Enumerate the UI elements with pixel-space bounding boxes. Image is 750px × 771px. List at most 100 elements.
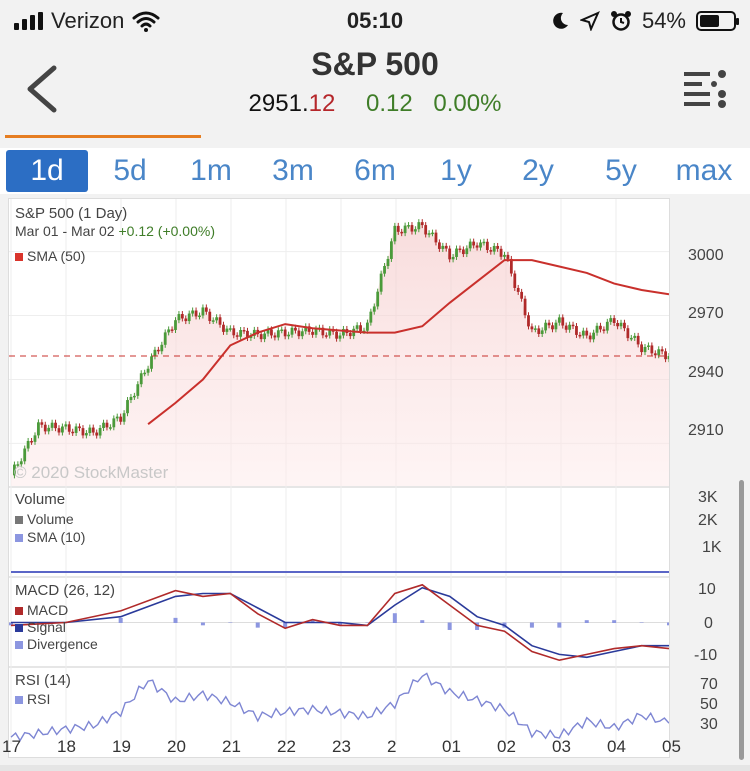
macd-divergence-bar (557, 622, 562, 628)
range-1d[interactable]: 1d (6, 150, 88, 192)
candle (33, 435, 37, 442)
candle (372, 306, 376, 312)
macd-tick-10: 10 (698, 581, 716, 598)
candle (664, 351, 667, 360)
candle (434, 232, 438, 243)
candle (602, 329, 606, 331)
candle (431, 232, 434, 235)
candle (451, 256, 455, 260)
range-5d[interactable]: 5d (113, 154, 147, 187)
battery-icon (696, 11, 739, 31)
candle (136, 384, 140, 396)
volume-label: Volume (27, 511, 74, 527)
menu-list-icon[interactable] (684, 68, 728, 112)
x-tick: 2 (387, 737, 397, 756)
range-max[interactable]: max (675, 154, 733, 187)
candle (290, 327, 294, 335)
candle (465, 248, 469, 255)
candle (287, 334, 290, 337)
candle (177, 314, 181, 321)
candle (444, 245, 448, 249)
chart-title: S&P 500 (1 Day) (15, 205, 128, 222)
chart-change: +0.12 (+0.00%) (118, 223, 215, 239)
candle (551, 325, 554, 330)
candle (568, 324, 572, 330)
range-1y[interactable]: 1y (440, 154, 472, 187)
candle (585, 330, 589, 336)
candle (204, 307, 208, 312)
candle (174, 320, 177, 330)
macd-title: MACD (26, 12) (15, 582, 116, 599)
candle (191, 310, 195, 314)
x-tick: 18 (57, 737, 76, 756)
candle (400, 231, 404, 234)
candle (26, 440, 30, 449)
candle (88, 427, 92, 434)
candle (376, 291, 380, 307)
range-3m[interactable]: 3m (272, 154, 314, 187)
x-tick: 19 (112, 737, 131, 756)
range-1m[interactable]: 1m (190, 154, 232, 187)
candle (424, 225, 428, 235)
candle (441, 245, 445, 249)
legend-volume: Volume (15, 511, 74, 527)
candle (619, 322, 623, 327)
macd-divergence-bar (392, 613, 397, 623)
candle (78, 426, 81, 429)
candle (54, 422, 57, 429)
candle (156, 349, 160, 352)
candle (280, 329, 284, 332)
candle (98, 427, 102, 436)
range-2y[interactable]: 2y (522, 154, 554, 187)
price-tick-2910: 2910 (688, 422, 724, 439)
candle (163, 332, 167, 345)
candle (667, 356, 669, 360)
volume-tick-2k: 2K (698, 512, 718, 529)
chart-canvas[interactable] (9, 199, 669, 759)
candle (489, 250, 493, 252)
range-5y[interactable]: 5y (605, 154, 637, 187)
candle (554, 322, 558, 330)
candle (588, 335, 592, 340)
candle (304, 326, 308, 332)
candle (348, 333, 352, 337)
rsi-title: RSI (14) (15, 672, 71, 689)
candle (581, 330, 585, 336)
candle (180, 314, 184, 319)
candle (335, 331, 338, 339)
page-title: S&P 500 (311, 46, 439, 82)
price-tick-2940: 2940 (688, 364, 724, 381)
candle (108, 427, 112, 429)
candle (485, 241, 489, 251)
candle (410, 225, 414, 232)
candle (119, 416, 123, 422)
scrollbar[interactable] (739, 480, 744, 760)
macd-divergence-bar (200, 622, 205, 626)
chart-panel[interactable]: S&P 500 (1 Day) Mar 01 - Mar 02 +0.12 (+… (8, 198, 670, 758)
candle (468, 241, 472, 249)
back-chevron-icon[interactable] (22, 64, 62, 114)
range-6m[interactable]: 6m (354, 154, 396, 187)
macd-divergence-bar (584, 620, 589, 623)
candle (496, 245, 500, 249)
candle (105, 422, 109, 428)
candle (513, 273, 517, 288)
candle (57, 428, 61, 433)
candle (660, 349, 664, 352)
candle (297, 330, 301, 337)
candle (16, 464, 20, 466)
candle (523, 298, 527, 316)
candle (194, 310, 198, 317)
price-line: 2951.12 0.12 0.00% (0, 90, 750, 118)
candle (612, 318, 616, 323)
signal-line (11, 586, 669, 659)
clock: 05:10 (346, 8, 404, 33)
candle (420, 222, 424, 226)
candle (249, 335, 253, 339)
candle (294, 327, 297, 331)
candle (369, 311, 373, 323)
last-price: 2951. (248, 90, 309, 117)
macd-divergence-bar (283, 622, 288, 628)
x-tick: 05 (662, 737, 681, 756)
candle (506, 254, 510, 259)
